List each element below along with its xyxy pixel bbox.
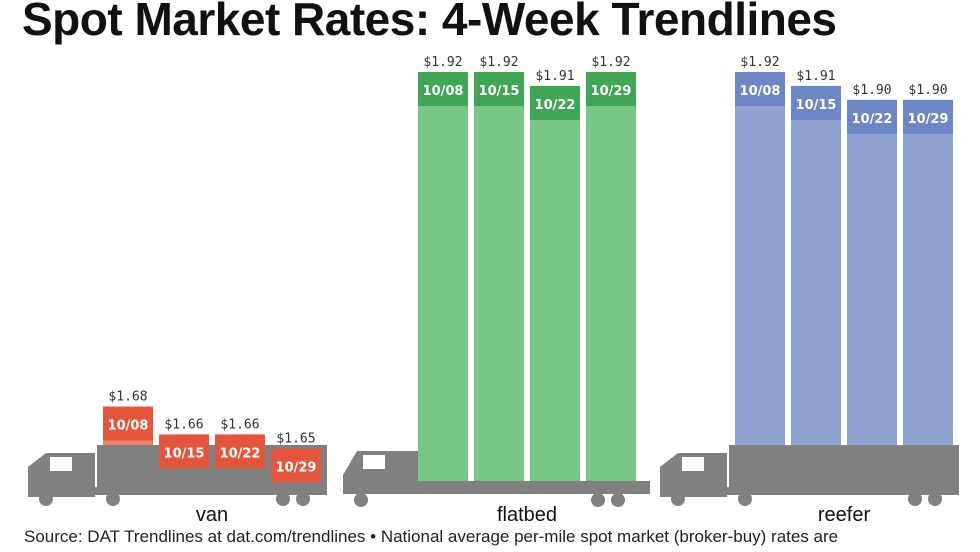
truck-wheel [908, 492, 922, 506]
value-label: $1.92 [423, 55, 462, 70]
truck-wheel [39, 492, 53, 506]
truck-wheel [928, 492, 942, 506]
cab-window [363, 455, 385, 469]
value-label: $1.91 [796, 69, 835, 84]
bar-band-flatbed [474, 72, 524, 106]
date-label: 10/29 [908, 112, 949, 127]
bar-band-reefer [847, 99, 897, 134]
truck-wheel [738, 492, 752, 506]
date-label: 10/22 [535, 98, 576, 113]
category-label-reefer: reefer [818, 504, 871, 526]
chart-group-flatbed: 10/08 $1.92 10/15 $1.92 10/22 $1.91 10/29 $1.92… [343, 55, 650, 526]
date-label: 10/29 [591, 84, 632, 99]
bar-reefer [735, 72, 785, 445]
date-label: 10/22 [852, 112, 893, 127]
bar-flatbed [530, 85, 580, 481]
flatbed-deck [412, 481, 650, 494]
bar-reefer [791, 85, 841, 445]
value-label: $1.92 [479, 55, 518, 70]
bar-band-van [271, 448, 321, 483]
truck-wheel [354, 493, 368, 507]
bar-band-flatbed [418, 72, 468, 106]
trailer-box [729, 445, 959, 487]
chart-group-van: 10/08 $1.68 10/15 $1.66 10/22 $1.66 10/29 $1.65… [28, 390, 327, 526]
bar-band-reefer [791, 85, 841, 120]
source-note: Source: DAT Trendlines at dat.com/trendl… [24, 527, 839, 546]
bar-band-van [103, 406, 153, 441]
chart-title: Spot Market Rates: 4-Week Trendlines [22, 0, 837, 45]
bar-band-reefer [735, 72, 785, 106]
value-label: $1.90 [852, 83, 891, 98]
bar-band-flatbed [530, 85, 580, 120]
truck-wheel [611, 493, 625, 507]
cab-window [50, 457, 72, 471]
cab-window [682, 457, 704, 471]
value-label: $1.65 [276, 431, 315, 446]
truck-wheel [106, 492, 120, 506]
truck-chassis [91, 487, 327, 495]
date-label: 10/15 [479, 84, 520, 99]
value-label: $1.92 [740, 55, 779, 70]
category-label-van: van [196, 504, 228, 526]
bar-reefer [903, 99, 953, 445]
date-label: 10/15 [796, 98, 837, 113]
bar-flatbed [418, 72, 468, 481]
bar-band-van [159, 434, 209, 469]
value-label: $1.91 [535, 69, 574, 84]
truck-cab [343, 451, 422, 494]
truck-cab [660, 453, 727, 497]
date-label: 10/08 [740, 84, 781, 99]
value-label: $1.66 [164, 417, 203, 432]
date-label: 10/08 [108, 419, 149, 434]
bar-reefer [847, 99, 897, 445]
truck-wheel [276, 492, 290, 506]
date-label: 10/29 [276, 460, 317, 475]
date-label: 10/15 [164, 446, 205, 461]
truck-chassis [723, 487, 959, 495]
truck-wheel [591, 493, 605, 507]
value-label: $1.92 [591, 55, 630, 70]
bar-flatbed [586, 72, 636, 481]
value-label: $1.68 [108, 390, 147, 405]
bar-band-reefer [903, 99, 953, 134]
category-label-flatbed: flatbed [497, 504, 557, 526]
truck-wheel [296, 492, 310, 506]
chart-group-reefer: 10/08 $1.92 10/15 $1.91 10/22 $1.90 10/29 $1.90… [660, 55, 959, 526]
date-label: 10/08 [423, 84, 464, 99]
truck-cab [28, 453, 95, 497]
value-label: $1.90 [908, 83, 947, 98]
value-label: $1.66 [220, 417, 259, 432]
bar-flatbed [474, 72, 524, 481]
bar-band-flatbed [586, 72, 636, 106]
date-label: 10/22 [220, 446, 261, 461]
truck-wheel [671, 492, 685, 506]
bar-band-van [215, 434, 265, 469]
